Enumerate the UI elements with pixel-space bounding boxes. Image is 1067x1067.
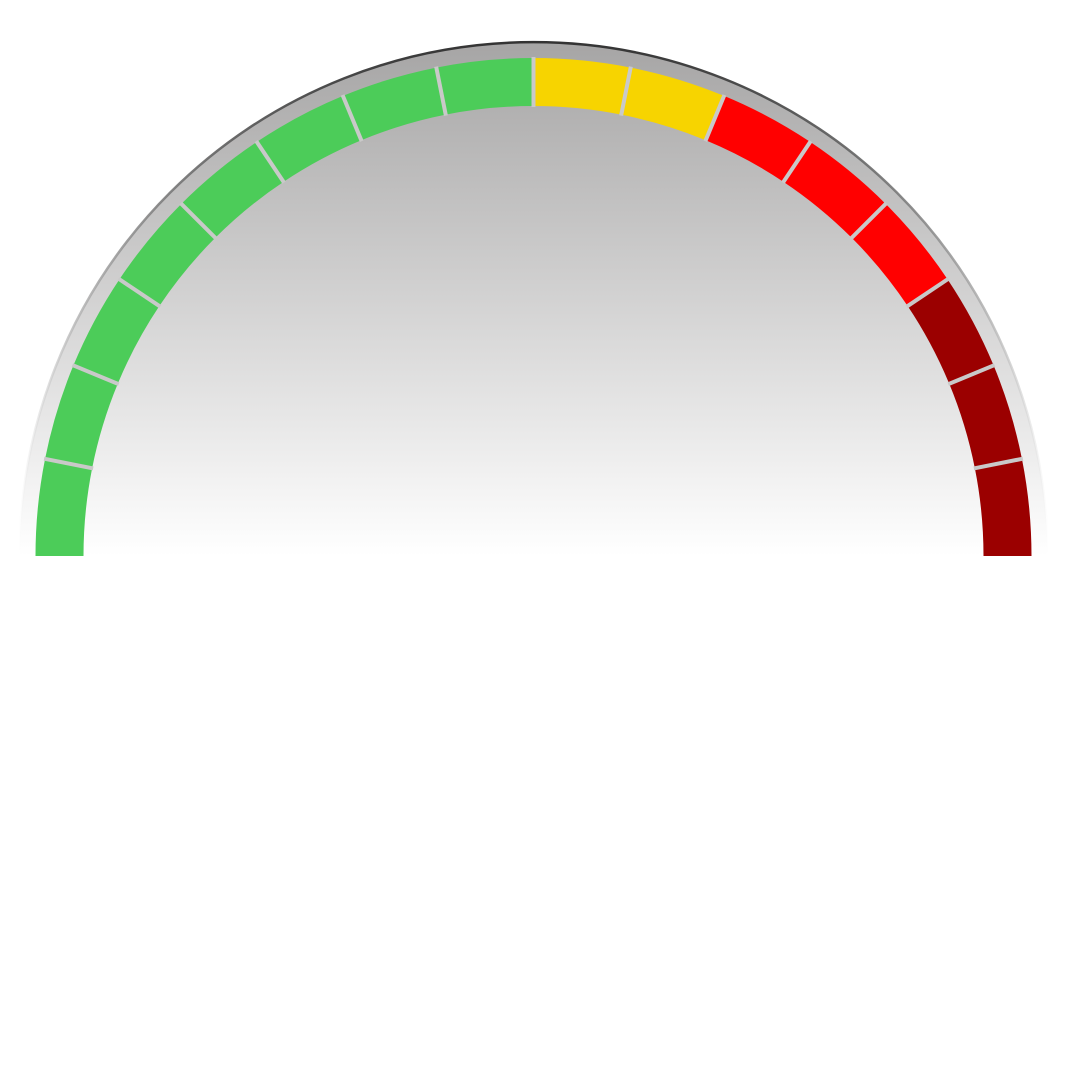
gauge-segment	[533, 58, 631, 115]
gauge-segment	[621, 67, 725, 141]
gauge-separator	[71, 363, 120, 387]
gauge-separator	[947, 363, 996, 387]
gauge-segments	[35, 58, 1032, 556]
gauge-separator	[973, 456, 1024, 471]
gauge-separator	[254, 139, 286, 184]
gauge-separator	[905, 277, 950, 309]
gauge-segment	[436, 58, 534, 115]
gauge-separator	[703, 94, 727, 142]
gauge-face	[19, 42, 1048, 556]
gauge-separator	[849, 201, 888, 240]
gauge-segment	[705, 95, 811, 182]
gauge-segment	[256, 95, 362, 182]
gauge-separator	[619, 66, 633, 117]
gauge-separator	[179, 201, 218, 240]
gauge-separators	[43, 57, 1024, 471]
gauge-segment	[45, 365, 118, 469]
gauge-separator	[434, 66, 448, 117]
gauge-segment	[73, 279, 160, 384]
gauge-separator	[43, 456, 94, 471]
gauge-segment	[851, 203, 948, 306]
gauge-separator	[117, 277, 162, 309]
gauge-separator	[781, 139, 813, 184]
gauge-segment	[181, 141, 284, 238]
gauge-segment	[974, 458, 1032, 556]
gauge-rim	[18, 40, 1049, 557]
gauge-segment	[949, 365, 1022, 469]
gauge-segment	[783, 141, 886, 238]
gauge-separator	[340, 94, 364, 142]
gauge-segment	[907, 279, 994, 384]
gauge-segment	[119, 203, 216, 306]
gauge-segment	[342, 67, 446, 141]
gauge-segment	[35, 458, 93, 556]
